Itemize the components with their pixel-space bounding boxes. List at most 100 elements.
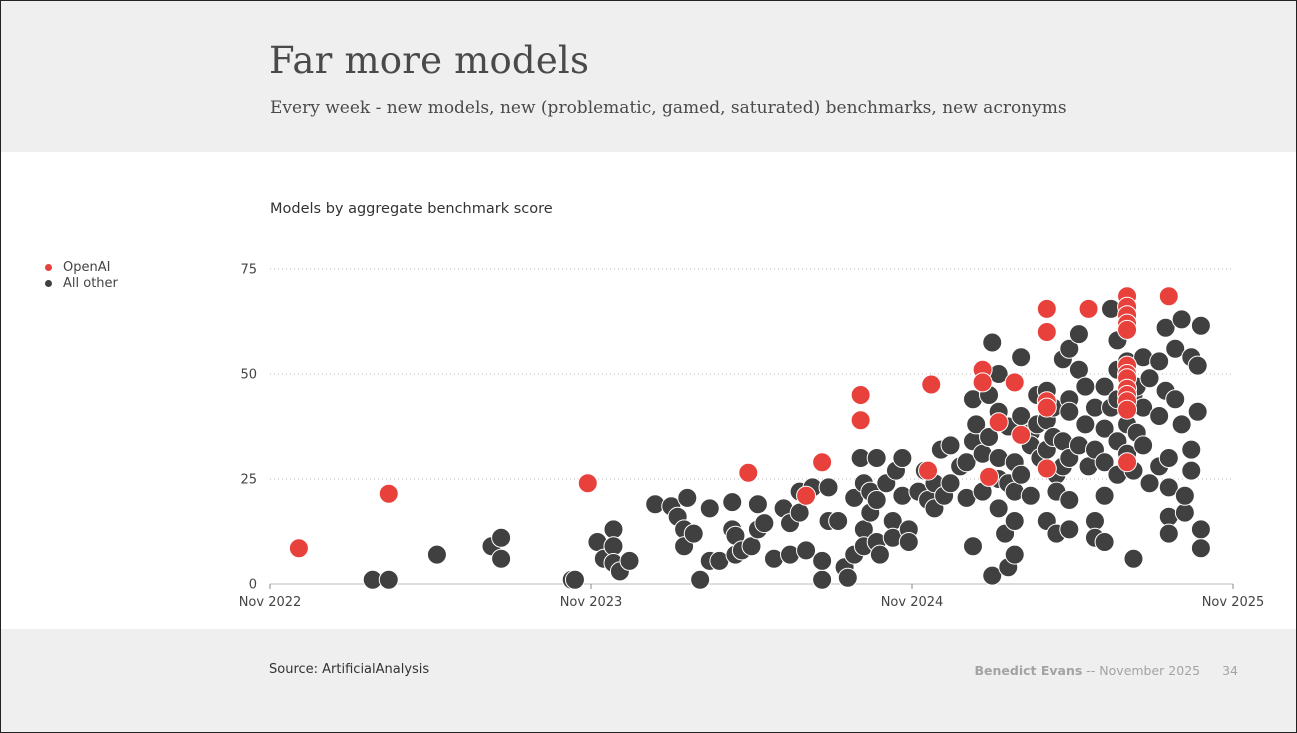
point-all-other-85 [966,414,987,435]
point-all-other-20 [677,487,698,508]
point-openai-20 [1036,458,1057,479]
point-all-other-142 [1094,376,1115,397]
point-openai-13 [988,412,1009,433]
point-all-other-107 [1011,464,1032,485]
slide-header: Far more models Every week - new models,… [1,1,1296,152]
slide-title: Far more models [269,39,590,82]
point-all-other-174 [1158,477,1179,498]
point-all-other-178 [1171,309,1192,330]
point-all-other-96 [988,498,1009,519]
scatter-chart: 0 25 50 75 Nov 2022 Nov 2023 Nov 2024 Nov 2025 [239,263,1265,611]
x-tick-label-3: Nov 2025 [1202,595,1265,610]
point-all-other-43 [812,569,833,590]
point-all-other-185 [1187,401,1208,422]
point-all-other-78 [940,435,961,456]
point-all-other-188 [1190,519,1211,540]
point-all-other-183 [1181,439,1202,460]
point-all-other-146 [1094,532,1115,552]
point-openai-34 [1117,452,1138,473]
point-openai-17 [1036,322,1057,342]
point-all-other-77 [940,473,961,494]
point-all-other-165 [1139,368,1160,389]
point-all-other-177 [1165,389,1186,410]
x-tick-label-2: Nov 2024 [881,595,944,610]
point-all-other-140 [1084,511,1105,531]
point-all-other-128 [1059,401,1080,422]
point-all-other-131 [1059,519,1080,540]
point-all-other-175 [1158,448,1179,468]
point-all-other-135 [1075,376,1096,397]
point-all-other-91 [982,332,1003,353]
point-openai-33 [1117,399,1138,420]
point-all-other-32 [747,494,768,515]
point-all-other-44 [812,550,833,571]
point-all-other-168 [1149,406,1170,426]
point-all-other-59 [866,490,887,510]
point-all-other-69 [898,532,919,552]
point-openai-21 [1078,298,1099,319]
point-all-other-84 [962,536,983,557]
x-tick-label-0: Nov 2022 [239,595,302,610]
point-openai-11 [972,372,993,393]
point-all-other-136 [1075,414,1096,435]
legend-item-all-other: All other [45,275,118,291]
legend-item-openai: OpenAI [45,259,118,275]
point-openai-4 [796,485,817,506]
author-name: Benedict Evans [974,663,1083,678]
point-openai-15 [1011,424,1032,445]
point-all-other-186 [1187,355,1208,376]
legend-label-all-other: All other [63,275,118,291]
point-all-other-105 [1011,347,1032,368]
point-all-other-104 [1004,544,1025,565]
point-all-other-132 [1068,324,1089,345]
point-all-other-181 [1174,485,1195,506]
source-note: Source: ArtificialAnalysis [269,662,430,677]
y-tick-label-0: 0 [249,578,257,593]
point-openai-26 [1117,319,1138,340]
point-all-other-89 [979,427,1000,447]
point-all-other-179 [1171,414,1192,435]
point-all-other-189 [1190,538,1211,559]
page-number: 34 [1222,663,1238,678]
point-all-other-47 [828,511,849,531]
point-all-other-173 [1158,523,1179,544]
point-all-other-10 [603,519,624,540]
point-all-other-164 [1133,435,1154,456]
point-all-other-5 [491,548,512,569]
y-tick-label-50: 50 [240,368,257,383]
point-all-other-11 [603,536,624,557]
point-all-other-7 [564,569,585,590]
chart-legend: OpenAI All other [45,259,118,291]
point-all-other-66 [892,448,913,468]
point-all-other-21 [683,523,704,544]
point-openai-9 [921,374,942,395]
point-openai-16 [1036,298,1057,319]
credit-line: Benedict Evans -- November 2025 34 [974,663,1238,678]
point-all-other-2 [426,544,447,565]
point-openai-19 [1036,397,1057,418]
point-all-other-144 [1094,452,1115,473]
slide-footer: Source: ArtificialAnalysis Benedict Evan… [1,629,1296,732]
point-openai-8 [918,460,939,481]
point-all-other-166 [1139,473,1160,494]
point-all-other-187 [1190,315,1211,336]
point-all-other-167 [1149,351,1170,372]
point-all-other-130 [1059,490,1080,510]
point-all-other-1 [378,569,399,590]
legend-label-openai: OpenAI [63,259,111,275]
point-all-other-176 [1165,338,1186,359]
point-all-other-143 [1094,418,1115,439]
point-all-other-81 [956,452,977,473]
slide-subtitle: Every week - new models, new (problemati… [270,98,1067,118]
point-all-other-22 [690,569,711,590]
point-openai-0 [288,538,309,559]
point-all-other-41 [796,540,817,561]
point-all-other-159 [1123,548,1144,569]
point-all-other-103 [1004,511,1025,531]
point-all-other-126 [1059,338,1080,359]
legend-dot-all-other [45,279,52,287]
credit-date: November 2025 [1099,663,1201,678]
y-tick-label-25: 25 [240,473,257,488]
point-all-other-133 [1068,359,1089,380]
